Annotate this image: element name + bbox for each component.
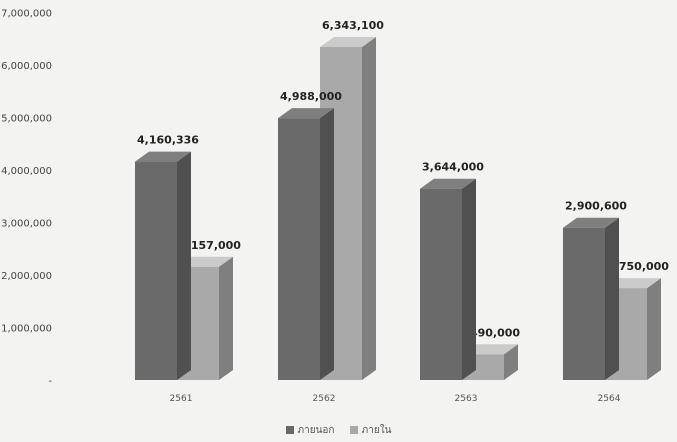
x-tick-label: 2562 xyxy=(313,394,336,404)
x-tick-label: 2561 xyxy=(170,394,193,404)
y-tick-label: 4,000,000 xyxy=(1,166,52,177)
bar-top xyxy=(278,108,334,119)
legend-label-inside: ภายใน xyxy=(361,425,392,436)
data-label: 4,160,336 xyxy=(137,134,199,147)
legend: ภายนอก ภายใน xyxy=(0,423,677,438)
data-label: 4,988,000 xyxy=(280,90,342,103)
legend-swatch-outside xyxy=(285,426,294,434)
bar xyxy=(420,188,462,380)
bar xyxy=(278,118,320,380)
y-tick-label: 3,000,000 xyxy=(1,219,52,230)
y-tick-label: 6,000,000 xyxy=(1,61,52,72)
legend-label-outside: ภายนอก xyxy=(297,425,335,436)
bar xyxy=(135,161,177,380)
bar-top xyxy=(563,217,619,228)
data-label: 3,644,000 xyxy=(422,161,484,174)
bar-side xyxy=(605,217,619,380)
bar-side xyxy=(320,108,334,380)
bar-top xyxy=(135,151,191,162)
data-label: 6,343,100 xyxy=(322,19,384,32)
y-tick-label: 7,000,000 xyxy=(1,9,52,20)
legend-swatch-inside xyxy=(349,426,358,434)
x-tick-label: 2564 xyxy=(598,394,621,404)
bar xyxy=(563,227,605,380)
y-tick-label: 2,000,000 xyxy=(1,271,52,282)
y-tick-label: 1,000,000 xyxy=(1,324,52,335)
y-tick-label: 5,000,000 xyxy=(1,114,52,125)
data-label: 2,157,000 xyxy=(179,239,241,252)
bar-side xyxy=(647,278,661,380)
data-label: 2,900,600 xyxy=(565,200,627,213)
legend-item-inside: ภายใน xyxy=(349,423,392,438)
bar-side xyxy=(219,256,233,380)
y-tick-label: - xyxy=(48,376,52,387)
bar-top xyxy=(320,36,376,47)
legend-item-outside: ภายนอก xyxy=(285,423,335,438)
data-label: 490,000 xyxy=(470,326,520,339)
bar-side xyxy=(462,178,476,380)
bar-side xyxy=(362,36,376,381)
bar-side xyxy=(504,344,518,380)
data-label: 1,750,000 xyxy=(607,260,669,273)
bar-side xyxy=(177,151,191,380)
x-tick-label: 2563 xyxy=(455,394,478,404)
bar-top xyxy=(420,178,476,189)
